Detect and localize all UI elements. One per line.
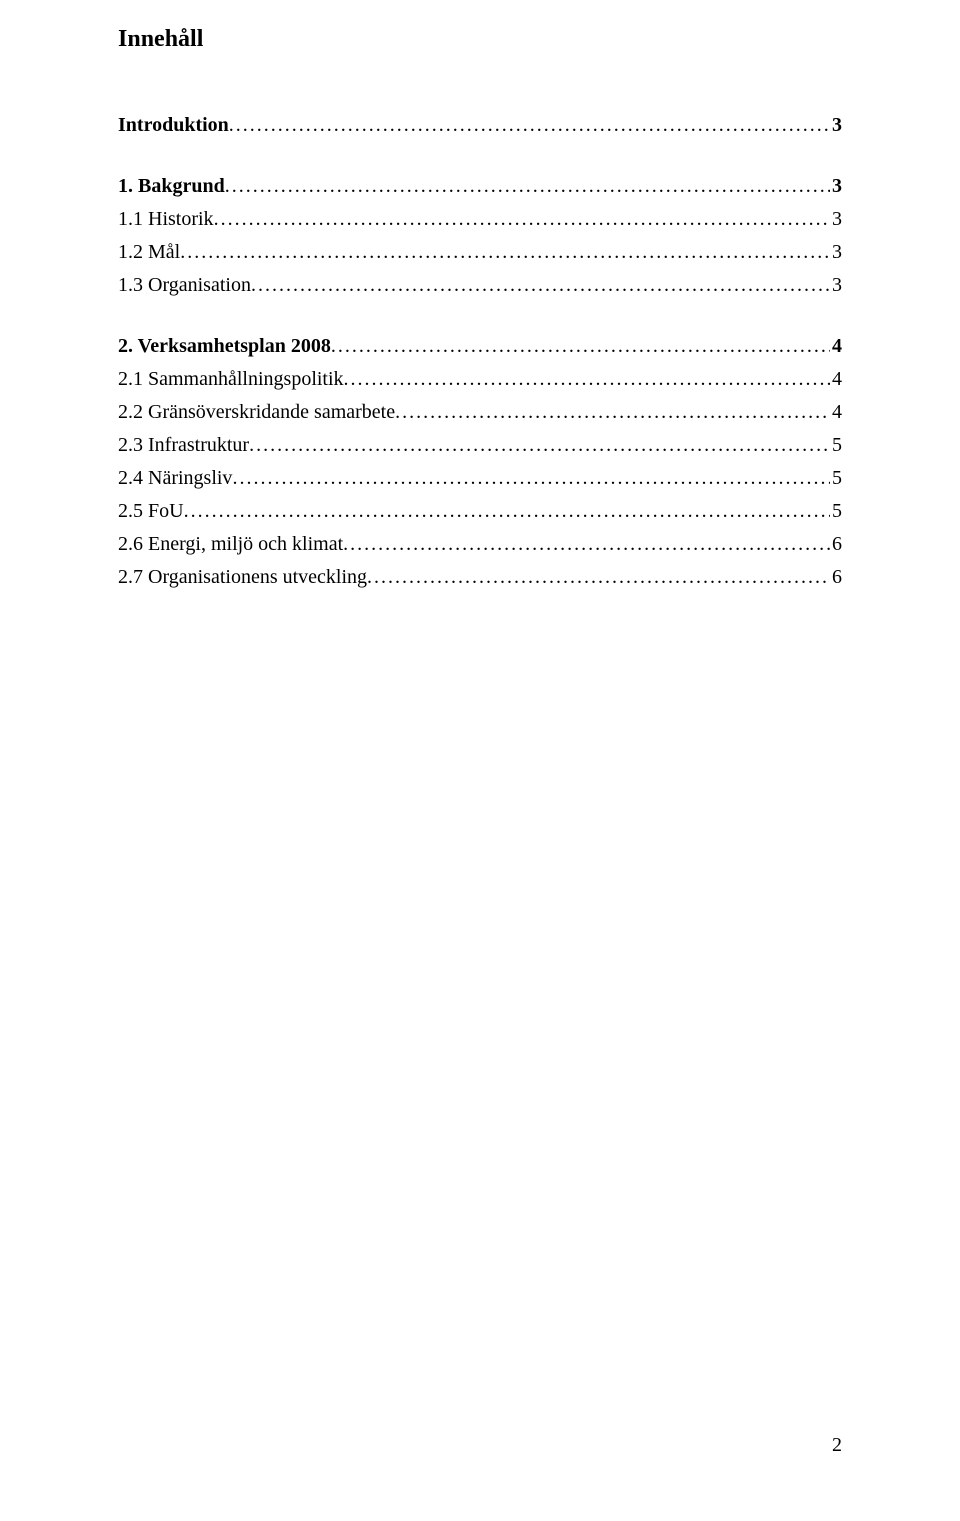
toc-entry-page: 3 (830, 271, 842, 300)
toc-entry: 2.3 Infrastruktur 5 (118, 431, 842, 460)
toc-entry-page: 3 (830, 238, 842, 267)
toc-entry-page: 5 (830, 497, 842, 526)
toc-entry-leader (344, 365, 830, 394)
toc-entry: 2.1 Sammanhållningspolitik 4 (118, 365, 842, 394)
table-of-contents: Introduktion31. Bakgrund31.1 Historik31.… (118, 111, 842, 592)
toc-entry-label: 1.1 Historik (118, 205, 214, 234)
toc-entry-page: 4 (830, 398, 842, 427)
toc-entry-label: 1.2 Mål (118, 238, 180, 267)
toc-entry-leader (229, 111, 830, 140)
toc-entry-page: 5 (830, 464, 842, 493)
toc-entry-leader (395, 398, 830, 427)
toc-entry-page: 4 (830, 332, 842, 361)
toc-entry: 2.6 Energi, miljö och klimat 6 (118, 530, 842, 559)
toc-entry-page: 3 (830, 205, 842, 234)
toc-entry-leader (184, 497, 830, 526)
toc-entry: 1.3 Organisation 3 (118, 271, 842, 300)
toc-entry-leader (232, 464, 830, 493)
toc-entry-label: 2.4 Näringsliv (118, 464, 232, 493)
toc-entry-page: 5 (830, 431, 842, 460)
toc-entry: 2.2 Gränsöverskridande samarbete 4 (118, 398, 842, 427)
toc-entry-label: 2. Verksamhetsplan 2008 (118, 332, 331, 361)
toc-entry: 2.4 Näringsliv 5 (118, 464, 842, 493)
toc-gap (118, 144, 842, 172)
toc-entry-label: 2.1 Sammanhållningspolitik (118, 365, 344, 394)
toc-entry-label: Introduktion (118, 111, 229, 140)
document-page: Innehåll Introduktion31. Bakgrund31.1 Hi… (0, 0, 960, 592)
toc-entry-label: 2.2 Gränsöverskridande samarbete (118, 398, 395, 427)
toc-entry-leader (225, 172, 830, 201)
toc-entry-leader (343, 530, 830, 559)
toc-entry-label: 2.6 Energi, miljö och klimat (118, 530, 343, 559)
toc-entry: 1.1 Historik 3 (118, 205, 842, 234)
toc-entry-leader (331, 332, 830, 361)
toc-entry-leader (214, 205, 830, 234)
toc-entry: 2.7 Organisationens utveckling 6 (118, 563, 842, 592)
toc-entry-label: 2.7 Organisationens utveckling (118, 563, 367, 592)
toc-entry-leader (180, 238, 830, 267)
toc-entry-leader (367, 563, 830, 592)
footer-page-number: 2 (832, 1434, 842, 1457)
toc-entry: 1.2 Mål 3 (118, 238, 842, 267)
toc-entry-label: 1. Bakgrund (118, 172, 225, 201)
toc-entry-page: 4 (830, 365, 842, 394)
toc-entry-page: 6 (830, 563, 842, 592)
toc-entry: Introduktion 3 (118, 111, 842, 140)
toc-entry-leader (251, 271, 830, 300)
toc-entry-leader (249, 431, 830, 460)
toc-entry: 1. Bakgrund 3 (118, 172, 842, 201)
toc-entry-page: 6 (830, 530, 842, 559)
page-title: Innehåll (118, 26, 842, 53)
toc-entry-label: 1.3 Organisation (118, 271, 251, 300)
toc-entry-page: 3 (830, 172, 842, 201)
toc-entry: 2.5 FoU 5 (118, 497, 842, 526)
toc-gap (118, 304, 842, 332)
toc-entry: 2. Verksamhetsplan 2008 4 (118, 332, 842, 361)
toc-entry-page: 3 (830, 111, 842, 140)
toc-entry-label: 2.3 Infrastruktur (118, 431, 249, 460)
toc-entry-label: 2.5 FoU (118, 497, 184, 526)
